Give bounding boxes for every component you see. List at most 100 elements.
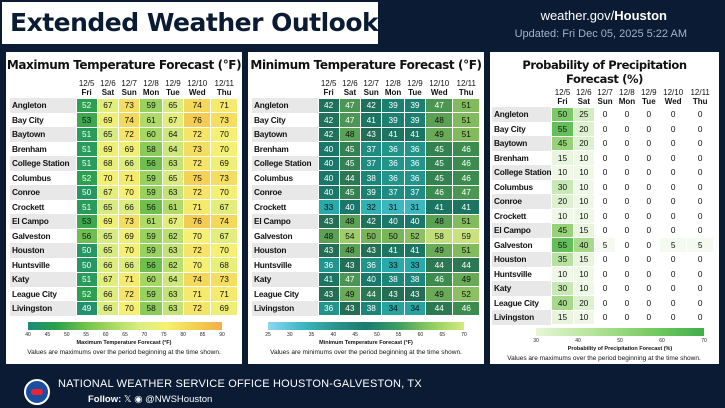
- city-label: League City: [492, 295, 552, 310]
- city-label: College Station: [492, 165, 552, 180]
- max-date-0: 12/5: [78, 78, 95, 88]
- x-logo-icon[interactable]: 𝕏: [123, 394, 132, 405]
- value-cell: 48: [338, 126, 362, 142]
- colorbar-tick: 40: [25, 332, 31, 338]
- pop-day-3: Mon: [618, 97, 636, 107]
- value-cell: 39: [381, 112, 405, 128]
- max-day-3: Mon: [142, 88, 160, 98]
- value-cell: 42: [317, 126, 340, 142]
- value-cell: 0: [637, 121, 660, 137]
- colorbar-tick: 55: [83, 332, 89, 338]
- value-cell: 58: [139, 300, 163, 316]
- value-cell: 47: [338, 97, 362, 113]
- max-date-row: 12/5 12/6 12/7 12/8 12/9 12/10 12/11: [10, 78, 238, 88]
- value-cell: 15: [551, 309, 574, 325]
- value-cell: 67: [161, 112, 185, 128]
- city-label: Baytown: [252, 127, 318, 142]
- colorbar-tick: 65: [439, 332, 445, 338]
- min-date-1: 12/6: [342, 78, 358, 88]
- table-row: El Campo 43 48 42 40 40 48 51: [252, 213, 480, 229]
- value-cell: 71: [118, 271, 141, 287]
- value-cell: 25: [572, 106, 595, 122]
- value-cell: 50: [381, 228, 405, 244]
- min-temp-scale-label: Minimum Temperature Forecast (°F): [319, 340, 413, 346]
- table-row: Bay City 42 47 41 39 39 48 51: [252, 112, 480, 128]
- table-row: Crockett 33 40 32 31 31 41 41: [252, 199, 480, 215]
- value-cell: 54: [338, 228, 362, 244]
- value-cell: 46: [425, 271, 454, 287]
- value-cell: 45: [551, 222, 574, 238]
- city-label: Houston: [10, 243, 76, 258]
- min-temp-title: Minimum Temperature Forecast (°F): [250, 58, 482, 72]
- value-cell: 51: [75, 271, 98, 287]
- facebook-icon[interactable]: ◉: [134, 394, 143, 405]
- value-cell: 70: [210, 184, 238, 200]
- value-cell: 47: [452, 184, 480, 200]
- value-cell: 0: [686, 164, 714, 180]
- city-label: Katy: [10, 272, 76, 287]
- table-row: Angleton 50 25 0 0 0 0 0: [492, 106, 714, 122]
- value-cell: 0: [658, 208, 688, 224]
- value-cell: 72: [183, 126, 212, 142]
- colorbar-tick: 40: [330, 332, 337, 338]
- value-cell: 0: [686, 295, 714, 311]
- value-cell: 66: [118, 155, 141, 171]
- value-cell: 0: [686, 193, 714, 209]
- value-cell: 44: [425, 257, 454, 273]
- table-row: Galveston 55 40 5 0 0 5 5: [492, 237, 714, 253]
- value-cell: 72: [183, 242, 212, 258]
- value-cell: 0: [658, 222, 688, 238]
- max-temp-colorbar: [28, 322, 222, 330]
- value-cell: 0: [658, 251, 688, 267]
- max-day-4: Tue: [166, 88, 180, 98]
- value-cell: 69: [96, 213, 120, 229]
- pop-date-0: 12/5: [554, 87, 571, 97]
- city-label: Huntsville: [10, 257, 76, 272]
- social-handle[interactable]: @NWSHouston: [145, 394, 213, 405]
- value-cell: 49: [452, 271, 480, 287]
- pop-date-row: 12/5 12/6 12/7 12/8 12/9 12/10 12/11: [492, 87, 714, 97]
- pop-date-1: 12/6: [576, 87, 592, 97]
- table-row: Livingston 15 10 0 0 0 0 0: [492, 309, 714, 325]
- value-cell: 67: [161, 213, 185, 229]
- value-cell: 36: [381, 155, 405, 171]
- pop-day-row: Fri Sat Sun Mon Tue Wed Thu: [492, 97, 714, 107]
- value-cell: 41: [360, 112, 383, 128]
- value-cell: 0: [593, 208, 617, 224]
- value-cell: 10: [572, 280, 595, 296]
- value-cell: 64: [161, 141, 185, 157]
- value-cell: 64: [161, 126, 185, 142]
- value-cell: 70: [210, 141, 238, 157]
- value-cell: 71: [210, 286, 238, 302]
- table-row: Livingston 36 43 38 34 34 44 46: [252, 300, 480, 316]
- value-cell: 52: [452, 286, 480, 302]
- value-cell: 71: [183, 199, 212, 215]
- max-day-0: Fri: [81, 88, 92, 98]
- city-label: Katy: [252, 272, 318, 287]
- value-cell: 39: [403, 97, 427, 113]
- value-cell: 67: [210, 228, 238, 244]
- value-cell: 65: [161, 170, 185, 186]
- table-row: Bay City 55 20 0 0 0 0 0: [492, 121, 714, 137]
- value-cell: 43: [403, 286, 427, 302]
- city-label: Brenham: [10, 141, 76, 156]
- max-corner: [10, 78, 76, 88]
- value-cell: 39: [403, 112, 427, 128]
- value-cell: 32: [360, 199, 383, 215]
- value-cell: 46: [452, 300, 480, 316]
- min-date-2: 12/7: [363, 78, 379, 88]
- value-cell: 67: [96, 271, 120, 287]
- site-link[interactable]: weather.gov/Houston: [541, 8, 667, 23]
- value-cell: 56: [139, 155, 163, 171]
- value-cell: 15: [572, 251, 595, 267]
- pop-corner2: [492, 97, 552, 107]
- max-date-6: 12/11: [214, 78, 234, 88]
- table-row: Huntsville 10 10 0 0 0 0 0: [492, 266, 714, 282]
- city-label: Galveston: [10, 228, 76, 243]
- value-cell: 63: [161, 286, 185, 302]
- site-bold: Houston: [614, 8, 667, 23]
- max-temp-table: 12/5 12/6 12/7 12/8 12/9 12/10 12/11 Fri Sat Sun M…: [10, 78, 238, 316]
- value-cell: 67: [210, 199, 238, 215]
- min-temp-colorbar: [268, 322, 464, 330]
- value-cell: 0: [615, 164, 639, 180]
